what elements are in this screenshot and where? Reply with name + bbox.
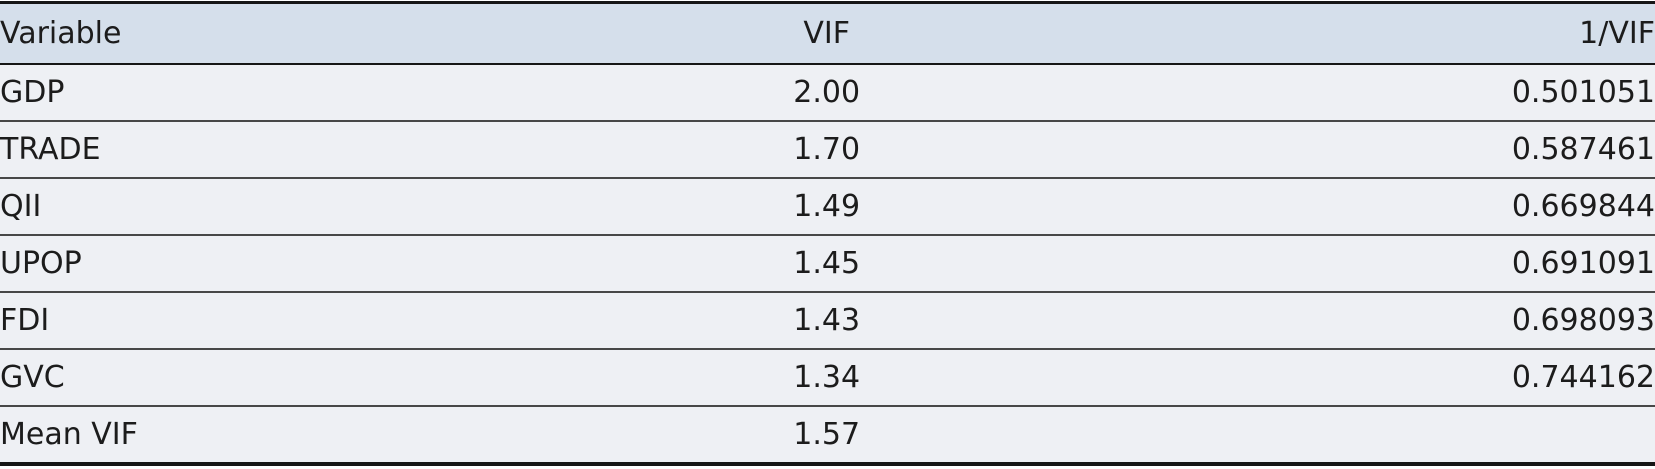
cell-vif: 2.00: [551, 64, 1103, 122]
cell-inv-vif: 0.691091: [1102, 235, 1655, 293]
cell-inv-vif: [1102, 406, 1655, 466]
cell-variable: FDI: [0, 292, 552, 350]
cell-inv-vif: 0.698093: [1102, 292, 1655, 350]
cell-vif: 1.57: [551, 406, 1103, 466]
cell-variable: GDP: [0, 64, 552, 122]
cell-vif: 1.70: [551, 121, 1103, 179]
cell-vif: 1.43: [551, 292, 1103, 350]
cell-vif: 1.45: [551, 235, 1103, 293]
cell-inv-vif: 0.501051: [1102, 64, 1655, 122]
table-row: QII 1.49 0.669844: [0, 178, 1655, 236]
column-header-variable: Variable: [0, 1, 552, 65]
table-body: GDP 2.00 0.501051 TRADE 1.70 0.587461 QI…: [0, 64, 1655, 466]
table-header: Variable VIF 1/VIF: [0, 1, 1655, 65]
table-row: FDI 1.43 0.698093: [0, 292, 1655, 350]
cell-inv-vif: 0.669844: [1102, 178, 1655, 236]
cell-vif: 1.34: [551, 349, 1103, 407]
cell-variable: GVC: [0, 349, 552, 407]
cell-variable: QII: [0, 178, 552, 236]
header-row: Variable VIF 1/VIF: [0, 1, 1655, 65]
table-row: GVC 1.34 0.744162: [0, 349, 1655, 407]
cell-vif: 1.49: [551, 178, 1103, 236]
table-row-mean-vif: Mean VIF 1.57: [0, 406, 1655, 466]
cell-inv-vif: 0.744162: [1102, 349, 1655, 407]
cell-variable: UPOP: [0, 235, 552, 293]
column-header-vif: VIF: [551, 1, 1103, 65]
column-header-inv-vif: 1/VIF: [1102, 1, 1655, 65]
cell-inv-vif: 0.587461: [1102, 121, 1655, 179]
cell-variable: Mean VIF: [0, 406, 552, 466]
table-row: GDP 2.00 0.501051: [0, 64, 1655, 122]
table-row: TRADE 1.70 0.587461: [0, 121, 1655, 179]
table-row: UPOP 1.45 0.691091: [0, 235, 1655, 293]
cell-variable: TRADE: [0, 121, 552, 179]
